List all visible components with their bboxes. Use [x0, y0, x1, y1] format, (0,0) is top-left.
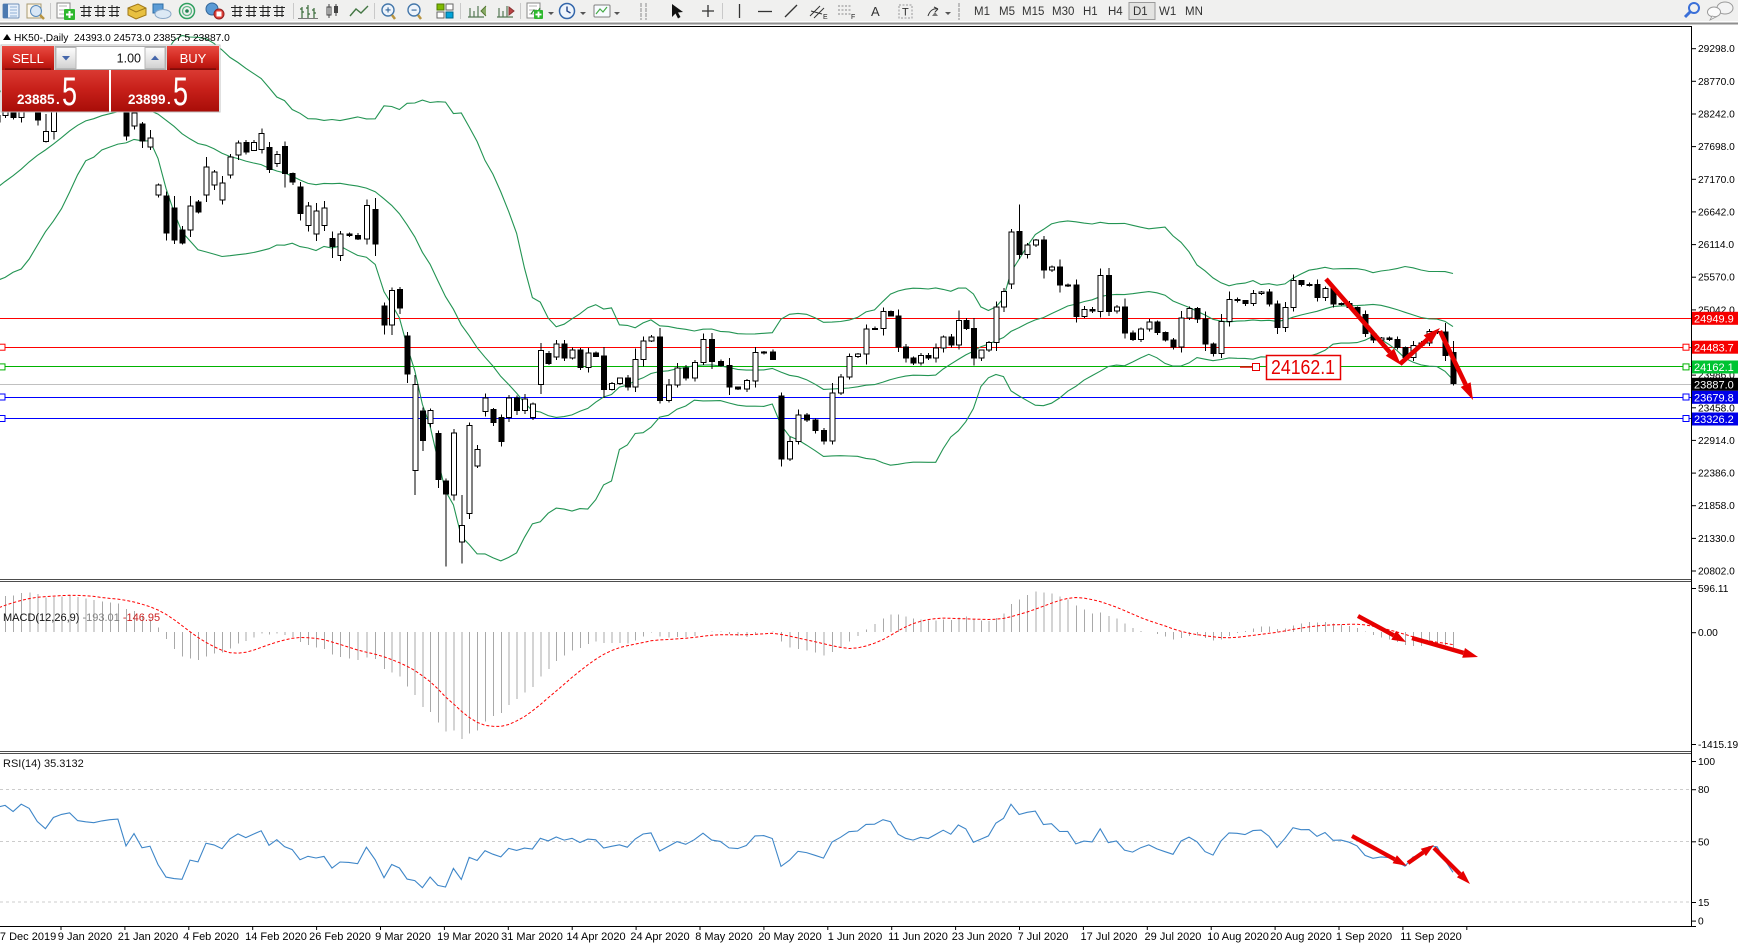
svg-text:W1: W1	[1159, 6, 1176, 18]
svg-text:0.00: 0.00	[1698, 628, 1718, 639]
svg-text:RSI(14) 35.3132: RSI(14) 35.3132	[3, 758, 84, 770]
svg-text:80: 80	[1698, 785, 1710, 796]
svg-text:100: 100	[1698, 757, 1715, 768]
svg-text:21330.0: 21330.0	[1698, 534, 1735, 545]
svg-text:50: 50	[1698, 837, 1710, 848]
svg-text:26642.0: 26642.0	[1698, 207, 1735, 218]
svg-text:−: −	[411, 6, 417, 17]
svg-text:5: 5	[173, 70, 188, 114]
svg-text:27698.0: 27698.0	[1698, 142, 1735, 153]
svg-text:20 Aug 2020: 20 Aug 2020	[1270, 931, 1332, 943]
svg-text:24949.9: 24949.9	[1694, 314, 1734, 326]
svg-text:23 Jun 2020: 23 Jun 2020	[952, 931, 1013, 943]
svg-text:20 May 2020: 20 May 2020	[758, 931, 822, 943]
svg-text:29 Jul 2020: 29 Jul 2020	[1145, 931, 1202, 943]
svg-text:19 Mar 2020: 19 Mar 2020	[437, 931, 499, 943]
svg-text:22386.0: 22386.0	[1698, 469, 1735, 480]
svg-text:21858.0: 21858.0	[1698, 501, 1735, 512]
svg-text:D1: D1	[1133, 6, 1148, 18]
svg-text:E: E	[823, 14, 828, 21]
svg-text:21 Jan 2020: 21 Jan 2020	[118, 931, 179, 943]
svg-text:BUY: BUY	[180, 51, 207, 66]
svg-text:28242.0: 28242.0	[1698, 110, 1735, 121]
svg-text:.: .	[167, 92, 171, 107]
svg-text:.: .	[56, 92, 60, 107]
svg-text:H1: H1	[1083, 6, 1098, 18]
svg-text:25042.0: 25042.0	[1698, 305, 1735, 316]
svg-text:14 Feb 2020: 14 Feb 2020	[245, 931, 307, 943]
svg-text:M15: M15	[1022, 6, 1044, 18]
svg-text:24162.1: 24162.1	[1694, 362, 1734, 374]
svg-text:5: 5	[62, 70, 77, 114]
svg-text:T: T	[902, 7, 909, 19]
svg-text:20802.0: 20802.0	[1698, 567, 1735, 578]
svg-text:15: 15	[1698, 898, 1710, 909]
svg-text:HK50-,Daily 24393.0 24573.0 2: HK50-,Daily 24393.0 24573.0 23857.5 2388…	[14, 33, 230, 44]
svg-text:23887.0: 23887.0	[1694, 380, 1734, 392]
svg-text:10 Aug 2020: 10 Aug 2020	[1207, 931, 1269, 943]
svg-text:7 Jul 2020: 7 Jul 2020	[1018, 931, 1069, 943]
svg-text:A: A	[871, 4, 880, 19]
svg-text:M5: M5	[999, 6, 1015, 18]
svg-text:MN: MN	[1185, 6, 1203, 18]
svg-text:24 Apr 2020: 24 Apr 2020	[630, 931, 689, 943]
svg-text:26 Feb 2020: 26 Feb 2020	[309, 931, 371, 943]
svg-text:14 Apr 2020: 14 Apr 2020	[566, 931, 625, 943]
svg-text:1 Sep 2020: 1 Sep 2020	[1336, 931, 1392, 943]
svg-text:24162.1: 24162.1	[1271, 357, 1335, 379]
svg-text:22914.0: 22914.0	[1698, 436, 1735, 447]
svg-text:9 Mar 2020: 9 Mar 2020	[375, 931, 431, 943]
svg-text:F: F	[851, 14, 855, 21]
svg-text:4 Feb 2020: 4 Feb 2020	[183, 931, 239, 943]
svg-text:17 Jul 2020: 17 Jul 2020	[1081, 931, 1138, 943]
svg-text:M1: M1	[974, 6, 990, 18]
svg-text:11 Jun 2020: 11 Jun 2020	[888, 931, 948, 943]
svg-text:28770.0: 28770.0	[1698, 77, 1735, 88]
svg-text:MACD(12,26,9) -193.01 -146.95: MACD(12,26,9) -193.01 -146.95	[3, 612, 160, 624]
svg-text:8 May 2020: 8 May 2020	[695, 931, 752, 943]
svg-text:26114.0: 26114.0	[1698, 240, 1734, 251]
svg-text:27 Dec 2019: 27 Dec 2019	[0, 931, 56, 943]
svg-text:23899: 23899	[128, 92, 166, 107]
svg-text:M30: M30	[1052, 6, 1074, 18]
svg-text:H4: H4	[1108, 6, 1123, 18]
svg-text:9 Jan 2020: 9 Jan 2020	[58, 931, 112, 943]
svg-text:23326.2: 23326.2	[1694, 414, 1734, 426]
svg-text:1.00: 1.00	[117, 52, 141, 66]
svg-text:31 Mar 2020: 31 Mar 2020	[501, 931, 563, 943]
svg-text:23986.0: 23986.0	[1698, 371, 1735, 382]
svg-text:24483.7: 24483.7	[1694, 342, 1734, 354]
svg-text:SELL: SELL	[12, 51, 44, 66]
svg-text:25570.0: 25570.0	[1698, 273, 1735, 284]
svg-text:596.11: 596.11	[1698, 584, 1729, 595]
svg-text:+: +	[385, 6, 391, 17]
svg-text:0: 0	[1698, 917, 1704, 928]
svg-text:-1415.19: -1415.19	[1698, 740, 1738, 751]
svg-text:27170.0: 27170.0	[1698, 175, 1735, 186]
svg-text:23458.0: 23458.0	[1698, 403, 1735, 414]
svg-text:11 Sep 2020: 11 Sep 2020	[1400, 931, 1462, 943]
svg-text:1 Jun 2020: 1 Jun 2020	[828, 931, 882, 943]
svg-text:29298.0: 29298.0	[1698, 44, 1735, 55]
svg-text:23885: 23885	[17, 92, 55, 107]
svg-text:23679.8: 23679.8	[1694, 393, 1734, 405]
